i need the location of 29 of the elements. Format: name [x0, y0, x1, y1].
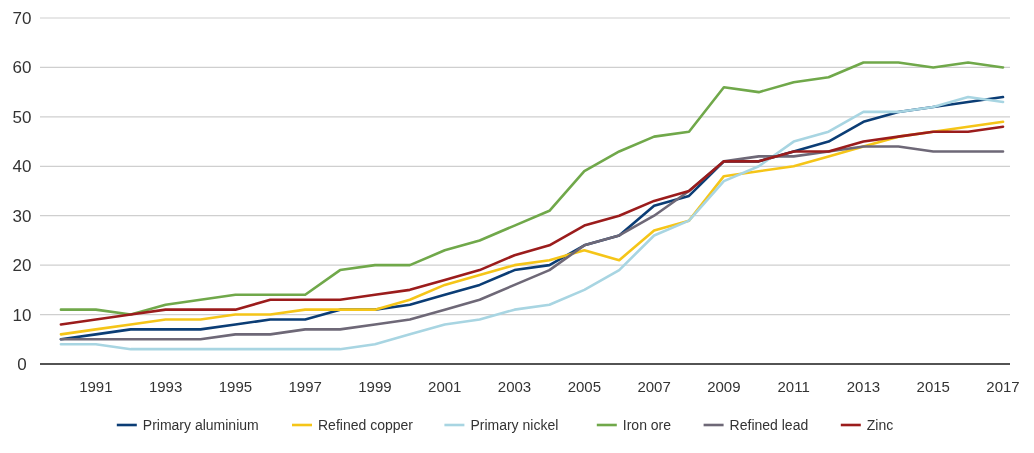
x-tick-label: 2001: [428, 378, 462, 395]
y-tick-label: 50: [12, 107, 32, 127]
y-tick-label: 70: [12, 8, 32, 28]
line-series: [59, 61, 1005, 316]
x-tick-label: 2011: [777, 378, 810, 395]
legend-label: Refined copper: [318, 416, 414, 433]
x-tick-label: 2017: [986, 378, 1020, 395]
x-tick-label: 2003: [497, 378, 532, 395]
x-tick-label: 1995: [218, 378, 253, 395]
legend-label: Refined lead: [729, 416, 809, 433]
x-tick-label: 2009: [707, 378, 741, 395]
y-tick-label: 20: [12, 256, 32, 276]
x-tick-label: 2013: [846, 378, 881, 395]
y-tick-label: 0: [17, 354, 27, 374]
y-tick-label: 40: [12, 157, 32, 177]
legend-label: Iron ore: [622, 416, 672, 433]
legend-label: Primary nickel: [470, 416, 559, 433]
y-tick-label: 60: [12, 58, 32, 78]
legend-label: Zinc: [866, 416, 894, 433]
x-tick-label: 2005: [567, 378, 601, 395]
legend-label: Primary aluminium: [142, 416, 259, 433]
x-tick-label: 1993: [148, 378, 183, 395]
x-tick-label: 1997: [288, 378, 322, 395]
x-tick-label: 1999: [358, 378, 392, 395]
x-tick-label: 2015: [916, 378, 950, 395]
y-tick-label: 30: [12, 206, 32, 226]
x-tick-label: 2007: [637, 378, 671, 395]
y-tick-label: 10: [12, 305, 32, 325]
x-tick-label: 1991: [79, 378, 113, 395]
